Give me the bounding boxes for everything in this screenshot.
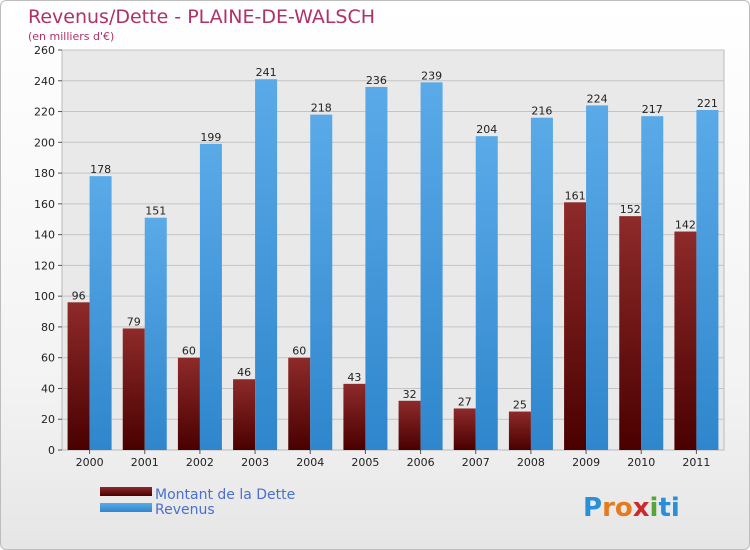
- bar-revenus: [641, 116, 664, 451]
- data-label-dette: 79: [127, 315, 141, 328]
- x-tick-label: 2000: [76, 456, 104, 469]
- y-tick-label: 160: [34, 198, 55, 211]
- y-tick-label: 260: [34, 44, 55, 57]
- data-label-dette: 152: [620, 203, 641, 216]
- x-tick-label: 2006: [407, 456, 435, 469]
- data-label-revenus: 216: [531, 105, 552, 118]
- data-label-dette: 60: [292, 345, 306, 358]
- data-label-revenus: 218: [311, 102, 332, 115]
- bar-dette: [453, 408, 476, 450]
- y-tick-label: 140: [34, 229, 55, 242]
- x-tick-label: 2005: [351, 456, 379, 469]
- bar-dette: [122, 328, 145, 450]
- bar-dette: [674, 231, 697, 450]
- bar-dette: [343, 383, 366, 450]
- bar-revenus: [310, 114, 333, 450]
- y-tick-label: 20: [41, 413, 55, 426]
- plot-area: [61, 49, 725, 451]
- bar-dette: [233, 379, 256, 450]
- data-label-dette: 25: [513, 399, 527, 412]
- bar-revenus: [696, 110, 719, 450]
- x-tick-label: 2009: [572, 456, 600, 469]
- x-tick-label: 2003: [241, 456, 269, 469]
- data-label-dette: 142: [675, 219, 696, 232]
- x-tick-label: 2002: [186, 456, 214, 469]
- x-tick-label: 2010: [627, 456, 655, 469]
- chart-title: Revenus/Dette - PLAINE-DE-WALSCH: [28, 6, 375, 28]
- data-label-revenus: 151: [145, 205, 166, 218]
- x-axis: 2000 2001 2002 2003 2004 2005 2006 2007 2008 2009…: [76, 450, 710, 469]
- data-label-revenus: 224: [587, 92, 608, 105]
- bar-dette: [67, 302, 90, 450]
- bar-revenus: [475, 136, 498, 450]
- data-label-revenus: 217: [642, 103, 663, 116]
- y-tick-label: 0: [48, 444, 55, 457]
- bar-revenus: [420, 82, 443, 451]
- chart-subtitle: (en milliers d'€): [28, 30, 114, 43]
- bar-dette: [564, 202, 587, 450]
- bar-revenus: [586, 105, 609, 450]
- bar-revenus: [530, 117, 553, 450]
- data-label-dette: 27: [458, 395, 472, 408]
- y-tick-label: 60: [41, 352, 55, 365]
- bar-revenus: [199, 143, 222, 450]
- proxiti-logo: Proxiti: [583, 493, 680, 523]
- x-tick-label: 2007: [462, 456, 490, 469]
- y-tick-label: 240: [34, 75, 55, 88]
- data-label-dette: 46: [237, 366, 251, 379]
- data-label-revenus: 221: [697, 97, 718, 110]
- legend: Montant de la Dette Revenus: [100, 487, 295, 518]
- data-label-revenus: 241: [256, 66, 277, 79]
- x-tick-label: 2001: [131, 456, 159, 469]
- bar-dette: [177, 357, 200, 450]
- bar-revenus: [89, 176, 112, 450]
- x-tick-label: 2004: [296, 456, 324, 469]
- bar-dette: [288, 357, 311, 450]
- bar-revenus: [365, 86, 388, 450]
- data-label-revenus: 199: [200, 131, 221, 144]
- bar-revenus: [255, 79, 278, 450]
- y-tick-label: 40: [41, 382, 55, 395]
- legend-swatch-revenus: [100, 503, 152, 512]
- data-label-revenus: 204: [476, 123, 497, 136]
- bar-dette: [398, 400, 421, 450]
- bar-revenus: [144, 217, 167, 450]
- y-tick-label: 220: [34, 106, 55, 119]
- data-label-revenus: 239: [421, 69, 442, 82]
- data-label-revenus: 178: [90, 163, 111, 176]
- data-label-dette: 96: [72, 289, 86, 302]
- y-tick-label: 200: [34, 136, 55, 149]
- data-label-dette: 60: [182, 345, 196, 358]
- y-tick-label: 80: [41, 321, 55, 334]
- data-label-dette: 161: [565, 189, 586, 202]
- bars: 96 178 79 151 60 199 46 241 60 218 43 236 32 239 27 204…: [67, 66, 719, 451]
- legend-label-debt: Montant de la Dette: [155, 487, 295, 503]
- y-axis: 0 20 40 60 80 100 120 140 160 180 200 220 240 260: [34, 44, 62, 457]
- data-label-dette: 32: [403, 388, 417, 401]
- x-tick-label: 2011: [682, 456, 710, 469]
- data-label-dette: 43: [347, 371, 361, 384]
- grid-lines: [62, 49, 724, 420]
- legend-label-revenus: Revenus: [155, 502, 215, 518]
- y-tick-label: 100: [34, 290, 55, 303]
- y-tick-label: 180: [34, 167, 55, 180]
- y-tick-label: 120: [34, 259, 55, 272]
- legend-swatch-debt: [100, 487, 152, 496]
- data-label-revenus: 236: [366, 74, 387, 87]
- bar-dette: [619, 216, 642, 450]
- x-tick-label: 2008: [517, 456, 545, 469]
- bar-dette: [508, 411, 531, 450]
